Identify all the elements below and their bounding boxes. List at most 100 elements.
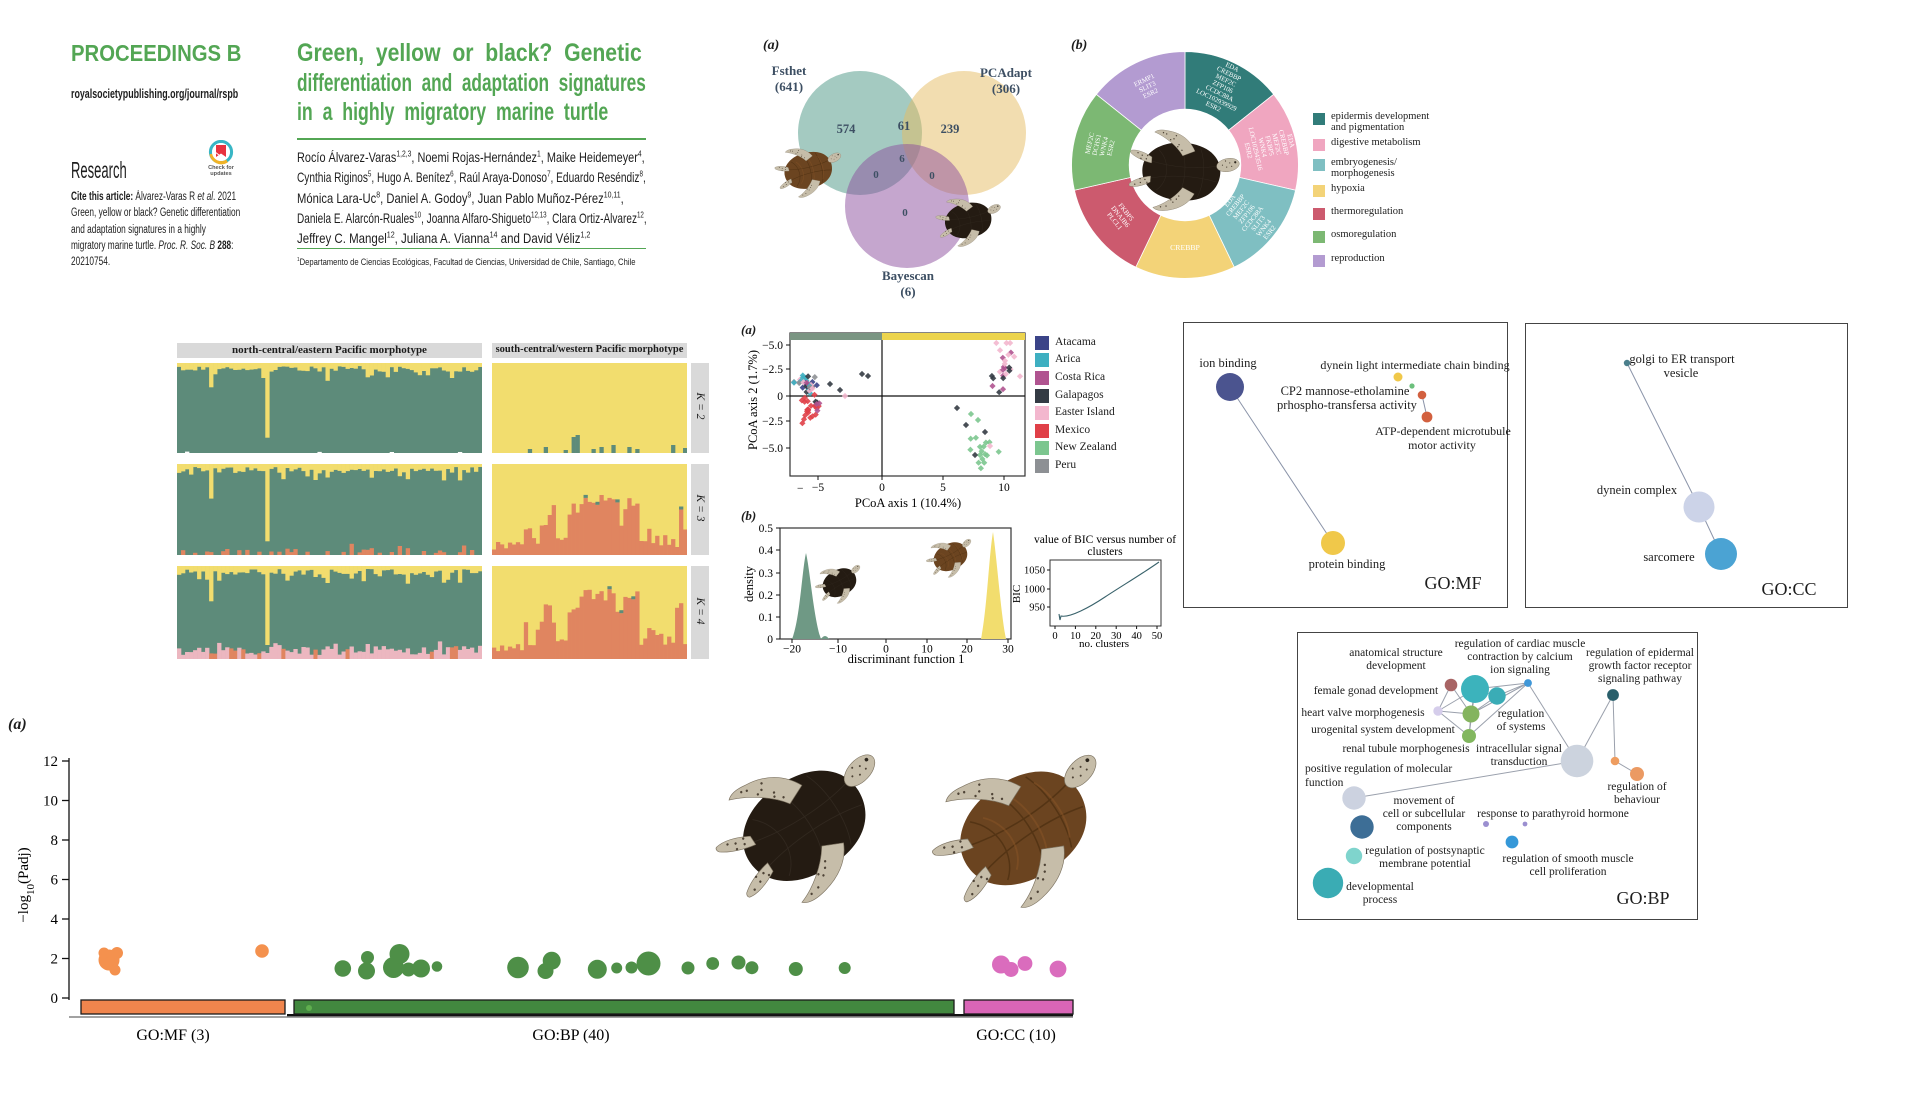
svg-text:EDA: EDA (1285, 133, 1295, 148)
svg-text:0: 0 (777, 391, 783, 403)
svg-text:−20: −20 (783, 644, 801, 656)
svg-text:dynein light intermediate chai: dynein light intermediate chain binding (1320, 358, 1509, 372)
svg-text:regulation of: regulation of (1607, 781, 1666, 793)
svg-text:cell proliferation: cell proliferation (1530, 866, 1607, 878)
svg-text:239: 239 (941, 122, 960, 136)
svg-text:signaling pathway: signaling pathway (1598, 673, 1682, 685)
svg-text:regulation of smooth muscle: regulation of smooth muscle (1502, 853, 1633, 865)
svg-text:1050: 1050 (1024, 566, 1045, 577)
svg-text:discriminant function 1: discriminant function 1 (848, 652, 965, 666)
svg-text:vesicle: vesicle (1664, 366, 1699, 380)
svg-text:positive regulation of molecul: positive regulation of molecular (1305, 763, 1452, 775)
svg-text:61: 61 (898, 119, 911, 133)
svg-text:Fsthet: Fsthet (772, 63, 807, 78)
svg-text:0: 0 (767, 634, 773, 646)
svg-text:GO:MF: GO:MF (1424, 573, 1481, 593)
svg-text:components: components (1396, 821, 1452, 833)
svg-text:dynein complex: dynein complex (1597, 483, 1678, 497)
svg-text:motor activity: motor activity (1408, 438, 1476, 452)
svg-text:0.3: 0.3 (759, 568, 774, 580)
svg-text:contraction by calcium: contraction by calcium (1467, 651, 1572, 663)
svg-text:GO:MF (3): GO:MF (3) (136, 1027, 209, 1044)
svg-text:PCoA axis 1 (10.4%): PCoA axis 1 (10.4%) (855, 496, 961, 510)
svg-text:(6): (6) (900, 284, 915, 299)
svg-text:MEF2C: MEF2C (1084, 131, 1096, 154)
svg-text:−: − (797, 483, 804, 495)
svg-text:prhospho-transfersa activity: prhospho-transfersa activity (1277, 398, 1418, 412)
svg-text:4: 4 (51, 912, 59, 928)
svg-text:WNK4: WNK4 (1099, 136, 1110, 157)
svg-text:MEF2C: MEF2C (1270, 133, 1282, 156)
svg-text:membrane potential: membrane potential (1379, 858, 1471, 870)
svg-text:golgi to ER transport: golgi to ER transport (1629, 352, 1735, 366)
svg-text:female gonad development: female gonad development (1314, 685, 1439, 697)
svg-text:0: 0 (873, 169, 879, 181)
svg-text:574: 574 (837, 122, 857, 136)
svg-text:transduction: transduction (1491, 756, 1548, 768)
svg-text:cell or subcellular: cell or subcellular (1383, 808, 1466, 820)
svg-text:−5: −5 (812, 482, 824, 494)
svg-text:intracellular signal: intracellular signal (1476, 743, 1562, 755)
svg-text:GO:BP: GO:BP (1616, 888, 1669, 908)
svg-text:PCAdapt: PCAdapt (980, 65, 1033, 80)
svg-text:30: 30 (1111, 631, 1122, 642)
svg-text:process: process (1363, 894, 1398, 906)
svg-text:updates: updates (210, 171, 231, 177)
svg-text:regulation of postsynaptic: regulation of postsynaptic (1365, 845, 1484, 857)
svg-text:0: 0 (1052, 631, 1057, 642)
svg-text:no. clusters: no. clusters (1079, 638, 1129, 650)
svg-text:5: 5 (940, 482, 946, 494)
svg-text:(306): (306) (992, 81, 1020, 96)
svg-text:function: function (1305, 777, 1344, 789)
svg-text:20: 20 (1091, 631, 1102, 642)
svg-text:6: 6 (51, 873, 59, 889)
svg-text:clusters: clusters (1087, 546, 1123, 558)
svg-text:CREBBP: CREBBP (1170, 243, 1200, 252)
svg-text:Bayescan: Bayescan (882, 268, 935, 283)
svg-text:response to parathyroid hormon: response to parathyroid hormone (1477, 808, 1629, 820)
svg-text:0.5: 0.5 (759, 523, 774, 535)
svg-text:protein binding: protein binding (1309, 557, 1386, 571)
svg-text:behaviour: behaviour (1614, 794, 1660, 806)
svg-text:regulation of epidermal: regulation of epidermal (1586, 647, 1694, 659)
svg-text:anatomical structure: anatomical structure (1349, 647, 1443, 659)
svg-text:0: 0 (51, 991, 59, 1007)
svg-text:GO:CC: GO:CC (1761, 579, 1816, 599)
svg-text:renal tubule morphogenesis: renal tubule morphogenesis (1342, 743, 1470, 755)
svg-text:10: 10 (921, 644, 933, 656)
svg-text:ion binding: ion binding (1199, 356, 1257, 370)
svg-text:ATP-dependent microtubule: ATP-dependent microtubule (1375, 424, 1511, 438)
svg-text:1000: 1000 (1024, 585, 1045, 596)
svg-text:BIC: BIC (1011, 585, 1023, 603)
svg-text:GO:BP (40): GO:BP (40) (532, 1027, 609, 1044)
svg-text:heart valve morphogenesis: heart valve morphogenesis (1301, 707, 1425, 719)
svg-text:CP2 mannose-etholamine: CP2 mannose-etholamine (1281, 384, 1410, 398)
svg-text:8: 8 (51, 833, 59, 849)
svg-text:sarcomere: sarcomere (1643, 550, 1695, 564)
svg-text:−10: −10 (829, 644, 847, 656)
svg-text:6: 6 (899, 153, 905, 165)
svg-text:12: 12 (43, 754, 58, 770)
svg-text:of systems: of systems (1497, 721, 1546, 733)
svg-text:−5.0: −5.0 (762, 443, 783, 455)
svg-text:development: development (1366, 660, 1426, 672)
svg-text:urogenital system development: urogenital system development (1311, 724, 1456, 736)
svg-text:growth factor receptor: growth factor receptor (1589, 660, 1692, 672)
svg-text:10: 10 (1070, 631, 1081, 642)
svg-text:0: 0 (929, 170, 935, 182)
svg-text:WNK4: WNK4 (1256, 137, 1267, 158)
svg-text:10: 10 (998, 482, 1010, 494)
svg-text:−5.0: −5.0 (762, 340, 783, 352)
svg-text:Check for: Check for (208, 165, 235, 171)
svg-text:950: 950 (1029, 603, 1045, 614)
svg-text:−log10(Padj): −log10(Padj) (16, 847, 37, 922)
svg-text:40: 40 (1131, 631, 1142, 642)
svg-text:2: 2 (51, 952, 59, 968)
svg-text:50: 50 (1152, 631, 1163, 642)
svg-text:30: 30 (1002, 644, 1014, 656)
svg-text:0: 0 (902, 207, 908, 219)
svg-text:value of BIC versus number of: value of BIC versus number of (1034, 534, 1176, 546)
svg-text:density: density (742, 565, 756, 602)
svg-text:10: 10 (43, 794, 58, 810)
svg-text:developmental: developmental (1346, 881, 1414, 893)
